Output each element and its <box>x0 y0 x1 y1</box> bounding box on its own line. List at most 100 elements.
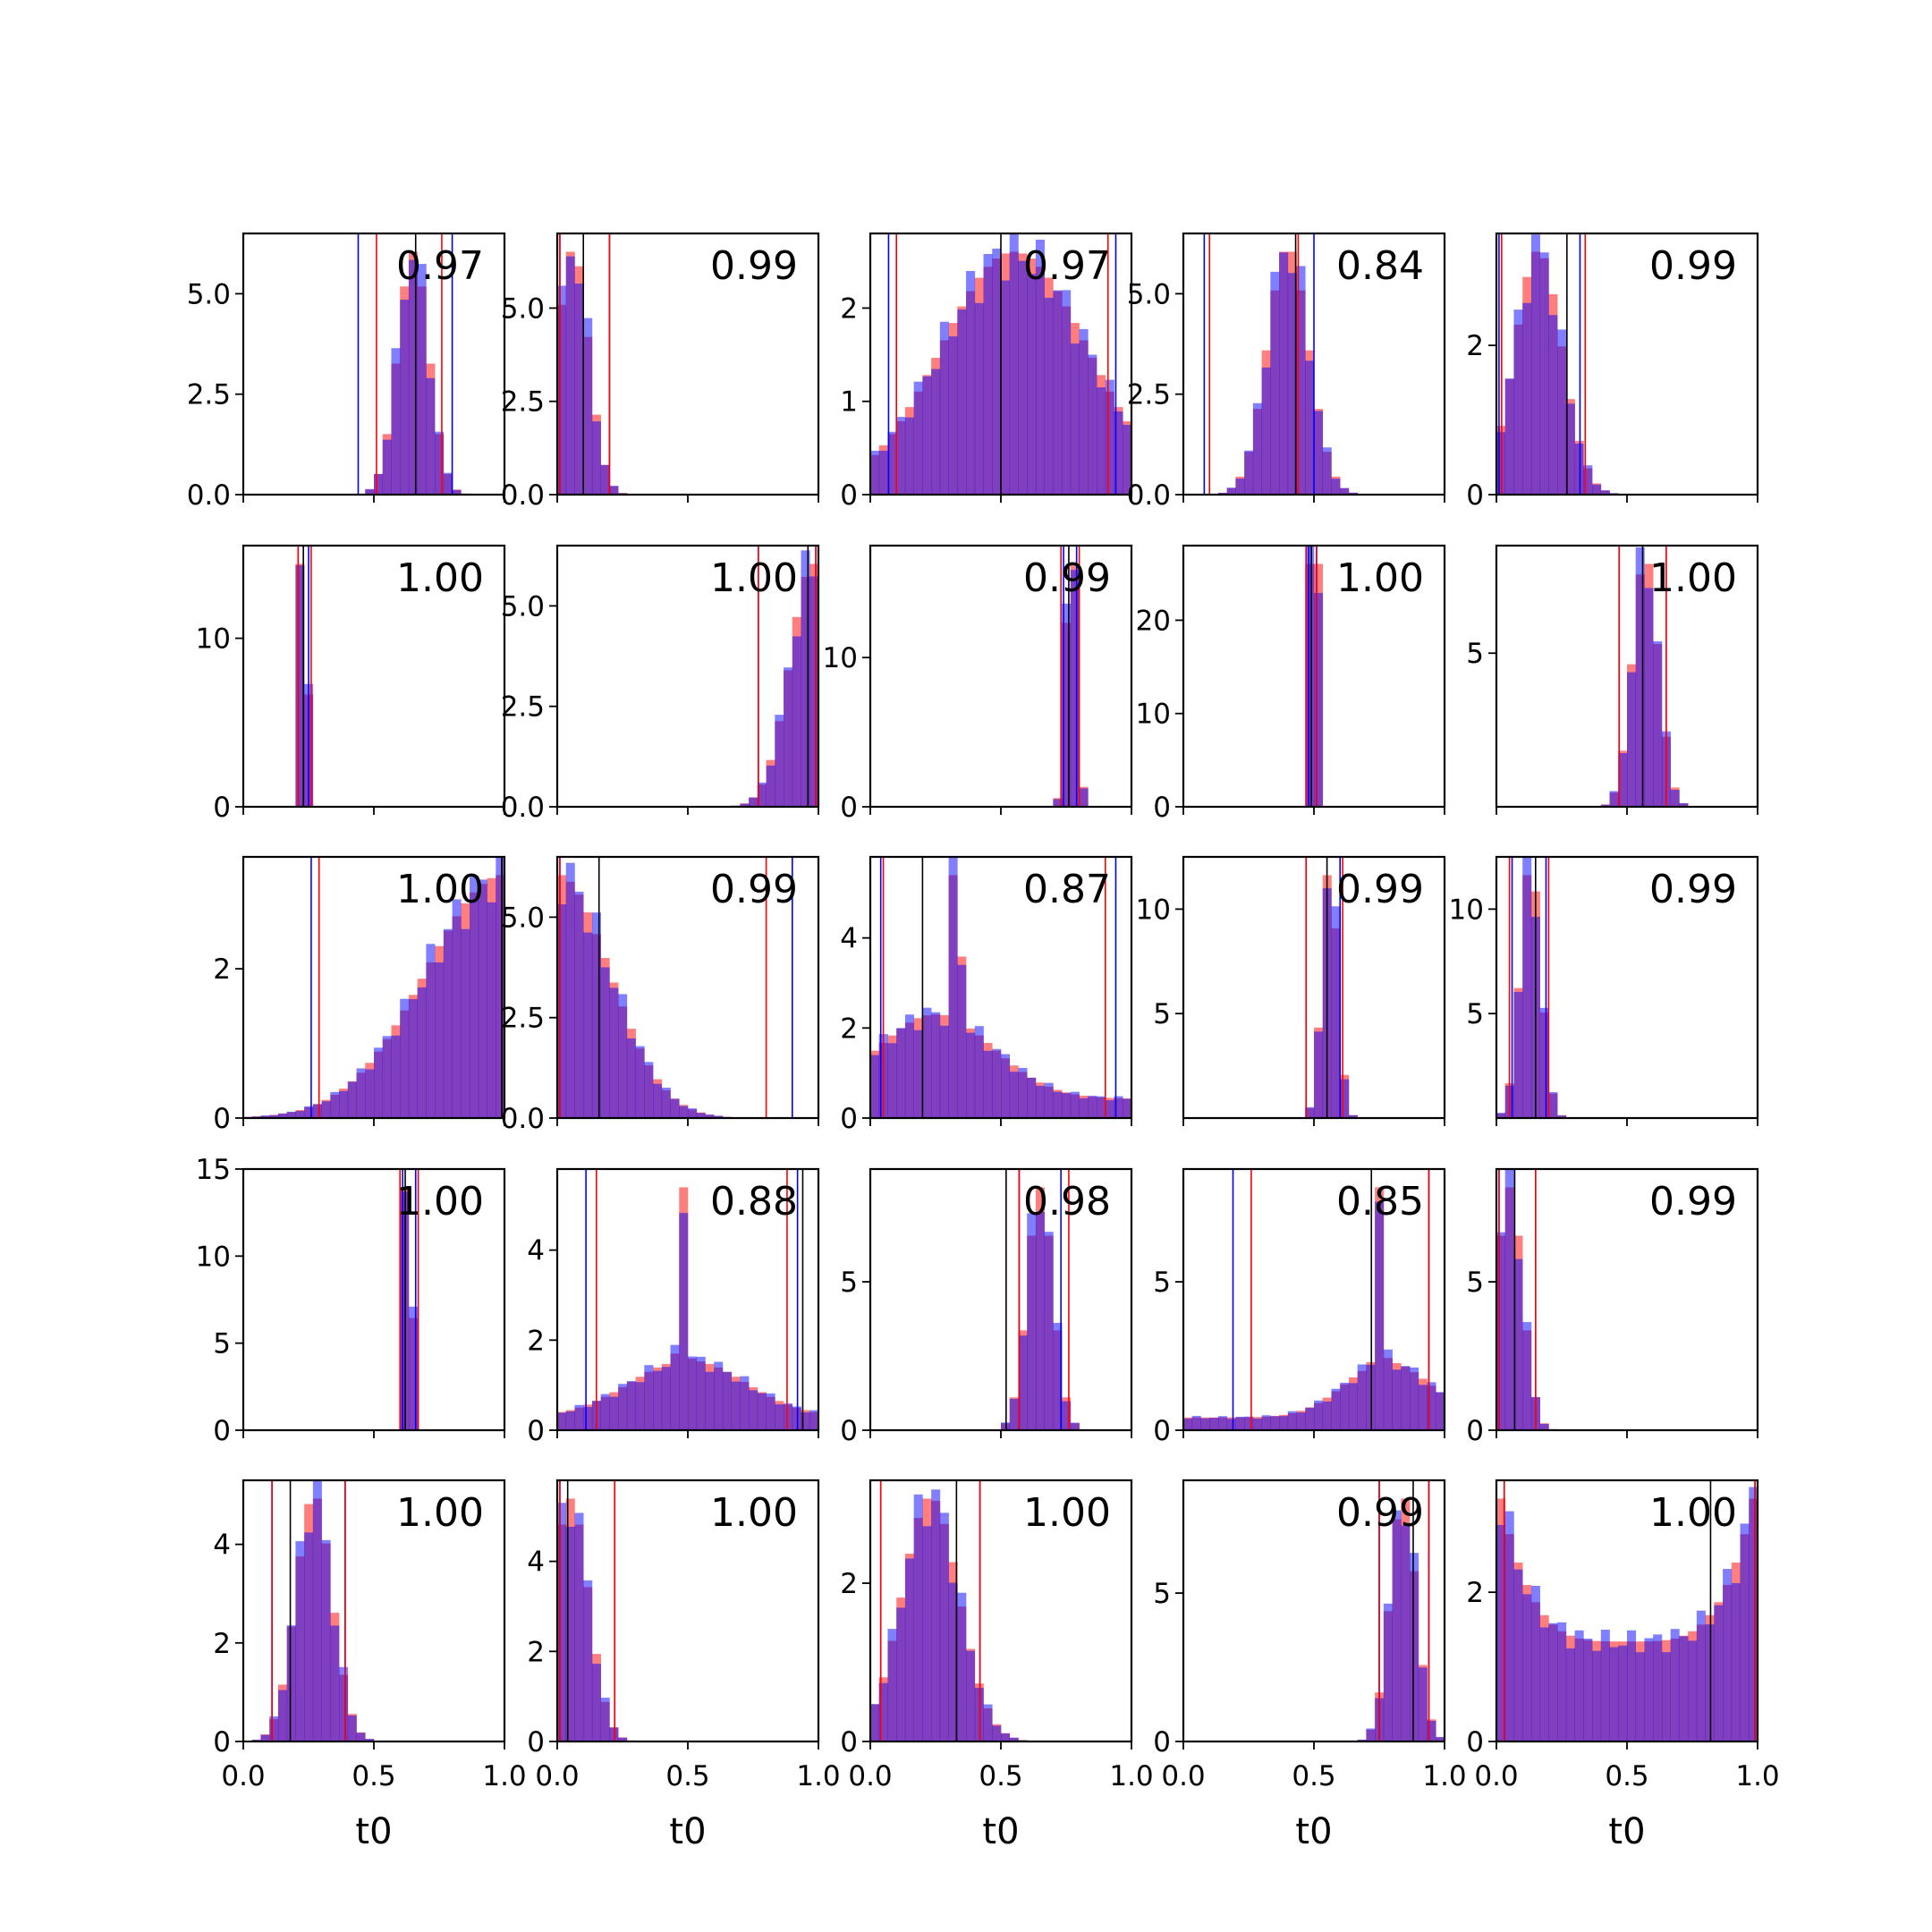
y-tick-label: 2 <box>527 1325 545 1357</box>
hist-bar-b <box>731 1381 741 1430</box>
score-annotation: 0.99 <box>1336 867 1424 912</box>
score-annotation: 0.85 <box>1336 1179 1424 1224</box>
x-tick-label: 0.0 <box>1161 1760 1205 1792</box>
hist-bar-b <box>749 797 758 807</box>
hist-bar-b <box>1322 1401 1332 1430</box>
y-tick-label: 0 <box>213 1415 231 1447</box>
hist-bar-b <box>1053 799 1063 807</box>
hist-bar-b <box>400 998 410 1118</box>
subplot-2-4: 0 10 20 1.00 <box>1136 544 1446 824</box>
hist-bar-b <box>1001 1054 1011 1118</box>
subplot-5-4: 0 5 0.0 0.5 1.0 t0 0.99 <box>1153 1479 1467 1852</box>
hist-bar-b <box>670 1344 680 1430</box>
hist-bar-b <box>609 1396 619 1430</box>
score-annotation: 0.99 <box>1649 243 1737 289</box>
hist-bar-b <box>321 1101 331 1118</box>
hist-bar-b <box>1001 1422 1011 1430</box>
hist-bar-b <box>600 464 610 495</box>
hist-bar-b <box>1244 1416 1254 1430</box>
hist-bar-b <box>1114 1096 1123 1118</box>
hist-bar-b <box>887 431 897 495</box>
hist-bar-b <box>1044 1082 1054 1118</box>
hist-bar-b <box>1539 252 1549 495</box>
subplot-4-3: 050.98 <box>840 1167 1133 1447</box>
hist-bar-b <box>1079 1097 1089 1118</box>
hist-bar-b <box>574 891 584 1118</box>
hist-bar-b <box>688 1356 698 1430</box>
hist-bar-b <box>904 1558 914 1741</box>
subplot-2-2: 0.0 2.5 5.0 1.00 <box>501 544 820 824</box>
hist-bar-b <box>1661 1652 1671 1741</box>
hist-bar-b <box>600 967 610 1118</box>
hist-bar-b <box>574 1513 584 1741</box>
hist-bar-b <box>487 902 496 1118</box>
hist-bar-b <box>1513 991 1523 1118</box>
hist-bar-b <box>939 321 949 495</box>
hist-bar-b <box>1331 906 1341 1118</box>
hist-bar-b <box>1504 1169 1514 1430</box>
x-tick-label: 1.0 <box>482 1760 526 1792</box>
y-tick-label: 15 <box>196 1154 231 1186</box>
hist-bar-b <box>1261 367 1271 495</box>
hist-bar-b <box>417 987 427 1118</box>
x-tick-label: 0.5 <box>1292 1760 1335 1792</box>
hist-bar-b <box>1436 1392 1445 1430</box>
y-tick-label: 2 <box>1466 330 1484 362</box>
hist-bar-b <box>957 309 967 495</box>
y-tick-label: 5 <box>1153 998 1171 1030</box>
y-tick-label: 0 <box>840 1726 858 1758</box>
hist-bar-b <box>347 1715 357 1741</box>
subplot-5-3: 0 2 0.0 0.5 1.0 t0 1.00 <box>840 1479 1154 1852</box>
x-axis-label: t0 <box>982 1811 1019 1852</box>
y-tick-label: 0 <box>1153 1415 1171 1447</box>
hist-bar-b <box>1252 402 1262 495</box>
hist-bar-b <box>391 348 401 495</box>
hist-bar-b <box>1436 1736 1445 1741</box>
hist-bar-b <box>295 565 305 807</box>
hist-bar-b <box>408 259 418 495</box>
hist-bar-b <box>1001 1733 1011 1741</box>
hist-bar-b <box>583 1407 593 1430</box>
hist-bar-b <box>1557 329 1567 495</box>
hist-bar-b <box>1217 1416 1227 1430</box>
hist-bar-b <box>452 899 462 1118</box>
hist-bar-b <box>714 1115 724 1118</box>
hist-bar-b <box>931 369 941 495</box>
hist-bar-b <box>591 912 601 1118</box>
hist-bar-b <box>1296 1412 1306 1430</box>
hist-bar-b <box>1105 379 1114 495</box>
score-annotation: 0.97 <box>396 243 484 289</box>
hist-bar-b <box>1053 1323 1063 1430</box>
hist-bar-b <box>939 1025 949 1118</box>
y-tick-label: 10 <box>823 642 858 674</box>
hist-bar-b <box>757 782 767 807</box>
y-tick-label: 0.0 <box>187 479 231 512</box>
hist-bar-b <box>1513 309 1523 495</box>
hist-bar-b <box>1062 1093 1072 1118</box>
hist-bar-b <box>939 1513 949 1741</box>
hist-bar-b <box>461 928 470 1118</box>
hist-bar-b <box>1270 1416 1280 1430</box>
hist-bar-b <box>670 1098 680 1118</box>
hist-bar-b <box>1627 672 1637 807</box>
hist-bar-b <box>347 1081 357 1118</box>
hist-bar-b <box>574 284 584 495</box>
hist-bar-b <box>1009 1398 1019 1430</box>
hist-bar-b <box>382 439 392 495</box>
hist-bar-b <box>740 1376 750 1430</box>
hist-bar-b <box>922 1007 932 1118</box>
y-tick-label: 0 <box>213 792 231 824</box>
y-tick-label: 1 <box>840 386 858 419</box>
hist-bar-b <box>1322 447 1332 495</box>
y-tick-label: 2 <box>213 1628 231 1660</box>
hist-bar-b <box>1513 1569 1523 1741</box>
hist-bar-b <box>1427 1720 1436 1741</box>
x-tick-label: 1.0 <box>1109 1760 1153 1792</box>
score-annotation: 0.99 <box>1336 1490 1424 1536</box>
hist-bar-b <box>426 944 436 1118</box>
hist-bar-b <box>1340 1079 1350 1118</box>
hist-bar-b <box>496 857 505 1118</box>
hist-bar-b <box>400 300 410 495</box>
hist-bar-b <box>661 1087 671 1118</box>
hist-bar-b <box>1653 1634 1663 1741</box>
